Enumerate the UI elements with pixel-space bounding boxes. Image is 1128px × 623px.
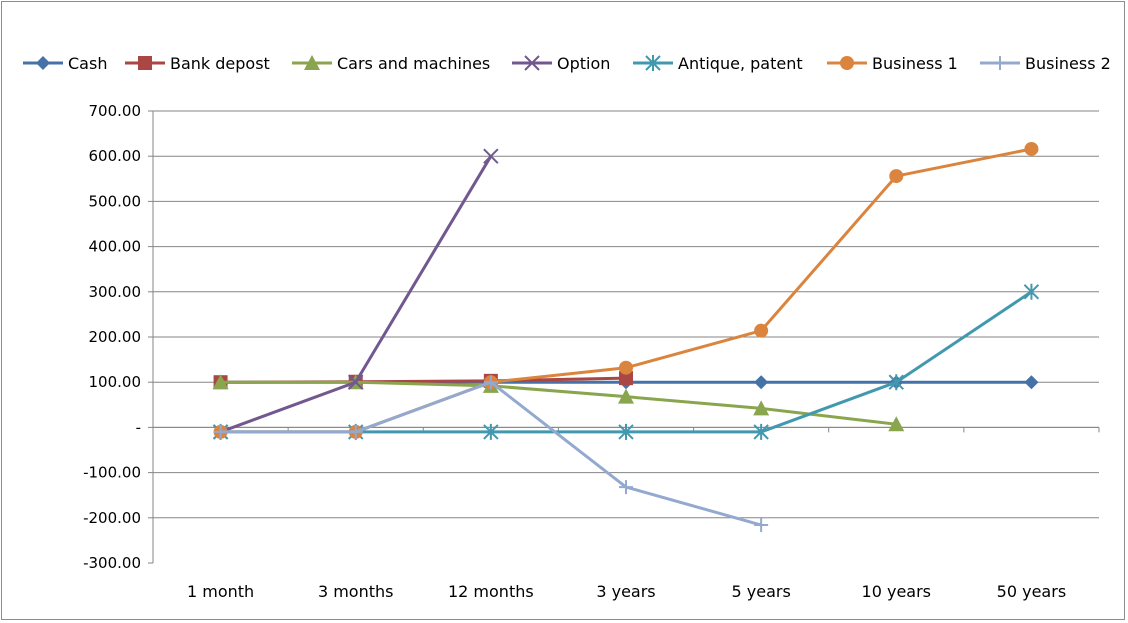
- legend-marker: [304, 55, 320, 70]
- y-tick-label: -100.00: [83, 464, 141, 482]
- data-point: [348, 374, 364, 390]
- series-cars-and-machines: [212, 374, 905, 432]
- series-line: [220, 155, 493, 434]
- series-group: [212, 141, 1040, 533]
- x-axis: 1 month 3 months 12 months 3 years 5 years 10…: [152, 426, 1100, 601]
- legend-label: Business 2: [1025, 54, 1111, 73]
- x-tick-label: 50 years: [997, 582, 1066, 601]
- legend-label: Cars and machines: [337, 54, 490, 73]
- legend-marker: [840, 56, 854, 70]
- y-tick-label: -300.00: [83, 554, 141, 572]
- legend-item: Option: [512, 54, 610, 73]
- legend-label: Bank depost: [170, 54, 270, 73]
- data-point: [1024, 141, 1039, 156]
- y-tick-label: 400.00: [89, 238, 142, 256]
- data-point: [754, 518, 769, 533]
- data-point: [212, 374, 229, 390]
- series-line: [220, 380, 897, 426]
- data-point: [619, 360, 633, 375]
- legend-label: Antique, patent: [678, 54, 803, 73]
- data-point: [483, 375, 498, 390]
- data-point: [753, 400, 770, 416]
- legend-label: Option: [557, 54, 610, 73]
- legend-label: Cash: [68, 54, 107, 73]
- data-point: [1024, 375, 1039, 390]
- legend-marker: [524, 55, 540, 71]
- x-tick-label: 10 years: [862, 582, 931, 601]
- y-tick-label: -200.00: [83, 509, 141, 527]
- legend-marker: [138, 56, 152, 70]
- legend-marker: [993, 56, 1007, 70]
- data-point: [618, 388, 634, 404]
- gridlines: [153, 110, 1099, 519]
- y-tick-label: 700.00: [89, 102, 142, 120]
- legend-label: Business 1: [872, 54, 958, 73]
- legend-item: Bank depost: [125, 54, 270, 73]
- x-tick-label: 3 months: [318, 582, 394, 601]
- x-tick-label: 3 years: [596, 582, 655, 601]
- y-axis: 700.00 600.00 500.00 400.00 300.00 200.00 100.…: [83, 102, 154, 572]
- y-tick-label: 500.00: [89, 192, 142, 210]
- y-tick-label: -: [136, 418, 141, 436]
- data-point: [888, 416, 905, 432]
- data-point: [348, 424, 363, 439]
- legend-item: Business 1: [827, 54, 958, 73]
- legend-item: Cash: [23, 54, 107, 73]
- data-point: [1023, 283, 1040, 300]
- legend: Cash Bank depost Cars and machines Option An…: [23, 54, 1111, 73]
- data-point: [483, 148, 499, 164]
- y-tick-label: 100.00: [89, 373, 142, 391]
- y-tick-label: 200.00: [89, 328, 142, 346]
- y-tick-label: 300.00: [89, 283, 142, 301]
- legend-marker: [36, 56, 50, 70]
- x-tick-label: 12 months: [448, 582, 534, 601]
- data-point: [619, 480, 633, 495]
- data-point: [618, 423, 634, 440]
- data-point: [483, 423, 499, 440]
- x-tick-label: 5 years: [731, 582, 790, 601]
- data-point: [889, 169, 904, 184]
- series-business-2: [213, 375, 769, 533]
- data-point: [754, 323, 769, 338]
- legend-item: Cars and machines: [292, 54, 490, 73]
- y-tick-label: 600.00: [89, 147, 142, 165]
- legend-marker: [645, 55, 661, 71]
- data-point: [213, 424, 228, 439]
- data-point: [619, 371, 633, 386]
- data-point: [888, 374, 904, 391]
- legend-item: Antique, patent: [633, 54, 803, 73]
- data-point: [754, 375, 769, 390]
- legend-item: Business 2: [980, 54, 1111, 73]
- x-tick-label: 1 month: [187, 582, 254, 601]
- data-point: [753, 423, 769, 440]
